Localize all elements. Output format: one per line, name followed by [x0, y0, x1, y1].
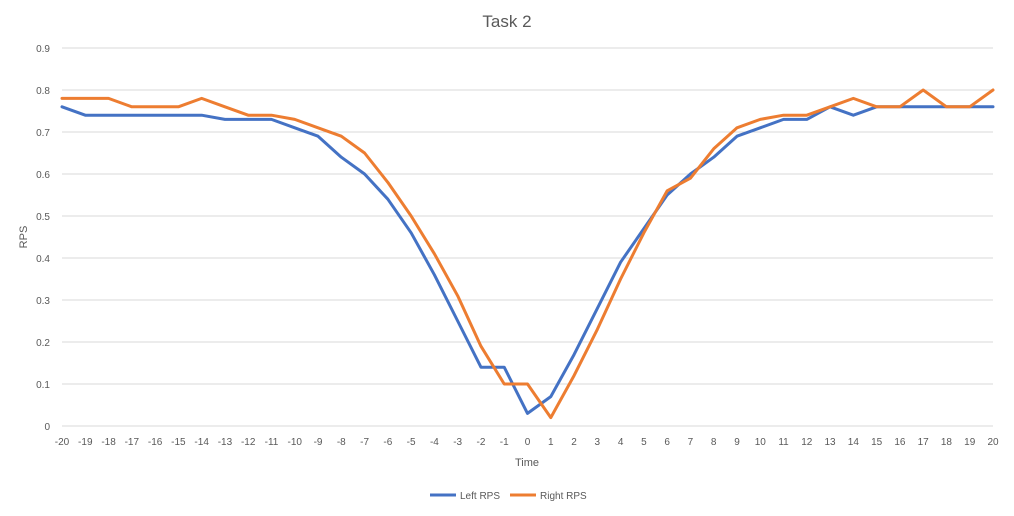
x-tick-label: -14 [194, 437, 209, 448]
series-line-left-rps [60, 105, 995, 415]
x-tick-label: 19 [964, 437, 976, 448]
y-tick-label: 0.8 [36, 86, 50, 97]
x-tick-label: 9 [734, 437, 740, 448]
y-tick-label: 0.7 [36, 128, 50, 139]
series-line-right-rps [60, 88, 995, 420]
x-axis-ticks: -20 -19 -18 -17 -16 -15 -14 -13 -12 -11 -10 -9 -8 -7-… [55, 437, 999, 448]
y-tick-label: 0 [44, 422, 50, 433]
x-tick-label: -15 [171, 437, 186, 448]
x-tick-label: 13 [825, 437, 837, 448]
x-tick-label: -16 [148, 437, 163, 448]
x-tick-label: 11 [778, 437, 789, 448]
x-tick-label: -10 [288, 437, 303, 448]
x-tick-label: 17 [918, 437, 930, 448]
x-tick-label: 16 [894, 437, 906, 448]
x-tick-label: 0 [525, 437, 531, 448]
x-tick-label: 4 [618, 437, 624, 448]
x-tick-label: 2 [571, 437, 577, 448]
x-tick-label: -18 [101, 437, 116, 448]
chart-title: Task 2 [482, 12, 531, 31]
x-tick-label: 10 [755, 437, 767, 448]
x-tick-label: 14 [848, 437, 860, 448]
y-tick-label: 0.1 [36, 380, 50, 391]
x-tick-label: 5 [641, 437, 647, 448]
x-axis-title: Time [515, 457, 539, 469]
x-tick-label: 12 [801, 437, 813, 448]
x-tick-label: 7 [688, 437, 694, 448]
x-tick-label: -2 [476, 437, 485, 448]
x-tick-label: 6 [664, 437, 670, 448]
y-tick-label: 0.4 [36, 254, 50, 265]
x-tick-label: 20 [987, 437, 999, 448]
x-tick-label: -9 [314, 437, 323, 448]
x-tick-label: 8 [711, 437, 717, 448]
x-tick-label: -3 [453, 437, 462, 448]
x-tick-label: -12 [241, 437, 256, 448]
x-tick-label: 1 [548, 437, 554, 448]
x-tick-label: -5 [407, 437, 416, 448]
legend-label: Left RPS [460, 491, 500, 502]
y-tick-label: 0.3 [36, 296, 50, 307]
x-tick-label: -8 [337, 437, 346, 448]
legend-label: Right RPS [540, 491, 587, 502]
x-tick-label: -19 [78, 437, 93, 448]
gridlines [62, 47, 993, 427]
x-tick-label: 15 [871, 437, 883, 448]
y-tick-label: 0.6 [36, 170, 50, 181]
y-tick-label: 0.5 [36, 212, 50, 223]
x-tick-label: -20 [55, 437, 70, 448]
y-tick-label: 0.2 [36, 338, 50, 349]
y-axis-title: RPS [18, 226, 30, 249]
x-tick-label: -13 [218, 437, 233, 448]
x-tick-label: -7 [360, 437, 369, 448]
x-tick-label: -1 [500, 437, 509, 448]
y-axis-ticks: 0 0.1 0.2 0.3 0.4 0.5 0.6 0.7 0.8 0.9 [36, 44, 50, 433]
x-tick-label: -6 [383, 437, 392, 448]
x-tick-label: -4 [430, 437, 439, 448]
series-lines [60, 88, 995, 420]
y-tick-label: 0.9 [36, 44, 50, 55]
x-tick-label: -17 [125, 437, 140, 448]
legend: Left RPS Right RPS [430, 491, 587, 502]
x-tick-label: 18 [941, 437, 953, 448]
x-tick-label: -11 [265, 437, 279, 448]
x-tick-label: 3 [595, 437, 601, 448]
